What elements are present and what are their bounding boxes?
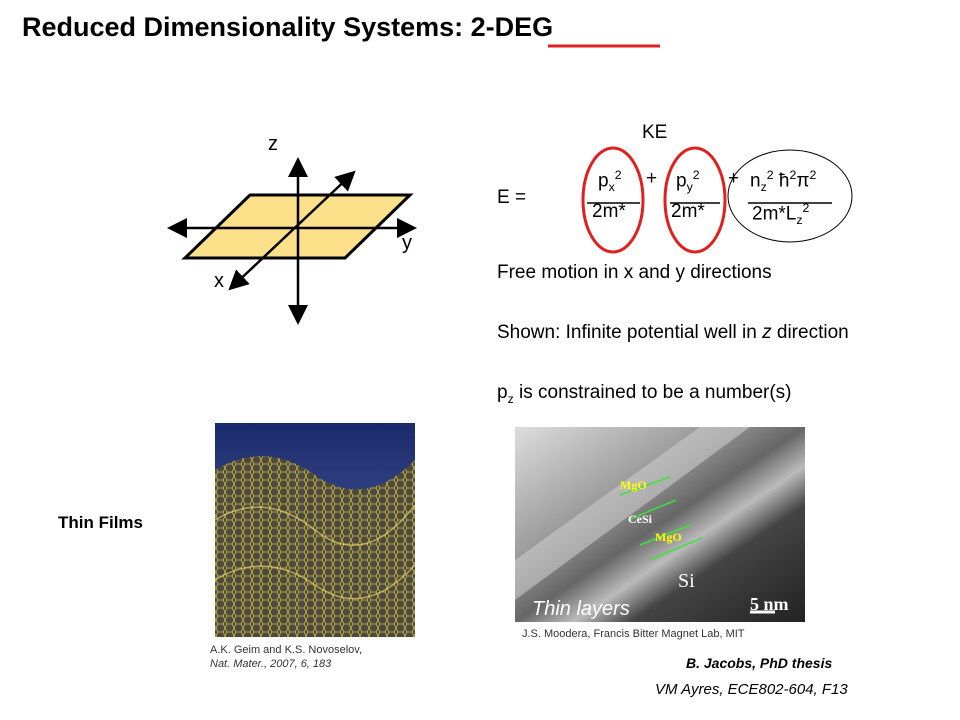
text-part: ħ	[773, 170, 790, 192]
text-part: z	[507, 391, 514, 406]
text-part: p	[497, 382, 508, 403]
image-label: MgO	[620, 478, 647, 492]
graphene-image	[214, 423, 416, 637]
denominator: 2m*	[592, 201, 626, 223]
course: VM Ayres, ECE802-604, F13	[655, 681, 848, 698]
equation-lhs: E =	[497, 187, 527, 208]
text-part: 2m*L	[752, 203, 797, 225]
operator: +	[646, 168, 658, 189]
text-part: x	[608, 180, 615, 195]
text-part: π	[796, 170, 810, 192]
text-part: 2	[614, 168, 622, 182]
label: Thin Films	[58, 513, 143, 532]
axis-label: x	[214, 270, 224, 292]
title: Reduced Dimensionality Systems: 2-DEG	[22, 12, 554, 42]
text-part: Shown: Infinite potential well in	[497, 322, 763, 343]
label: Thin layers	[532, 598, 630, 620]
numerator: nz2 ħ2π2	[750, 168, 816, 194]
caption: Nat. Mater., 2007, 6, 183	[210, 658, 332, 670]
x-axis	[228, 170, 356, 291]
denominator: 2m*	[671, 201, 705, 223]
text-part: y	[686, 180, 693, 195]
ke-label: KE	[642, 122, 668, 143]
text-part: z	[796, 213, 803, 228]
highlight	[581, 146, 645, 254]
text-part: Free motion in x and y directions	[497, 262, 772, 283]
denominator: 2m*Lz2	[752, 201, 809, 227]
text-part: 2	[802, 201, 810, 215]
highlight	[727, 149, 853, 243]
text-part: direction	[771, 322, 849, 343]
text-part: z	[762, 322, 772, 343]
text-part: p	[598, 170, 609, 192]
operator: +	[728, 168, 740, 189]
text-part: is constrained to be a number(s)	[513, 382, 792, 403]
statement: pz is constrained to be a number(s)	[497, 382, 792, 406]
axis-label: z	[268, 133, 278, 155]
text-part: 2	[766, 168, 774, 182]
text-part: z	[760, 180, 767, 195]
tem-image	[515, 427, 805, 622]
caption: A.K. Geim and K.S. Novoselov,	[210, 644, 363, 656]
statement: Free motion in x and y directions	[497, 262, 772, 284]
text-part: 2	[692, 168, 700, 182]
credit: B. Jacobs, PhD thesis	[686, 655, 833, 671]
image-label: Si	[678, 570, 695, 592]
numerator: py2	[676, 168, 700, 194]
text-part: p	[676, 170, 687, 192]
text-part: 2m*	[592, 201, 626, 222]
image-label: 5 nm	[750, 594, 789, 614]
image-label: CeSi	[628, 512, 652, 526]
text-part: 2m*	[671, 201, 705, 222]
statement: Shown: Infinite potential well in z dire…	[497, 322, 849, 344]
text-part: 2	[789, 168, 797, 182]
caption: J.S. Moodera, Francis Bitter Magnet Lab,…	[522, 628, 745, 640]
numerator: px2	[598, 168, 622, 194]
axis-label: y	[402, 232, 412, 254]
highlight	[663, 146, 727, 254]
text-part: n	[750, 170, 761, 192]
text-part: 2	[809, 168, 817, 182]
image-label: MgO	[655, 530, 682, 544]
